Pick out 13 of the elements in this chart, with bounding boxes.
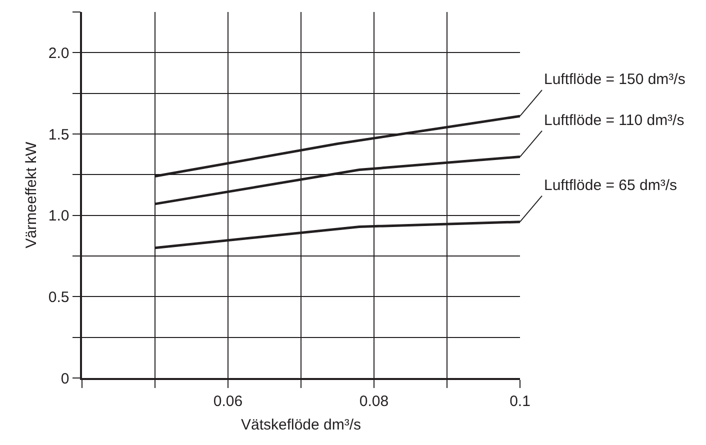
- text: Luftflöde = 110 dm³/s: [544, 112, 684, 129]
- x-axis-title: Vätskeflöde dm³/s: [240, 416, 362, 434]
- text: Luftflöde = 65 dm³/s: [544, 177, 677, 194]
- x-tick-label: 0.1: [510, 392, 530, 410]
- x-tick-label: 0.06: [213, 392, 243, 410]
- text: Luftflöde = 150 dm³/s: [544, 71, 686, 88]
- x-tick-label: 0.08: [359, 392, 389, 410]
- y-tick-label: 1.0: [48, 208, 70, 225]
- y-axis-title: Värmeeffekt kW: [23, 140, 40, 248]
- y-tick-label: 0.5: [48, 288, 70, 306]
- y-tick-label: 0: [60, 370, 70, 388]
- y-tick-label: 1.5: [48, 126, 70, 144]
- y-tick-label: 2.0: [48, 44, 70, 62]
